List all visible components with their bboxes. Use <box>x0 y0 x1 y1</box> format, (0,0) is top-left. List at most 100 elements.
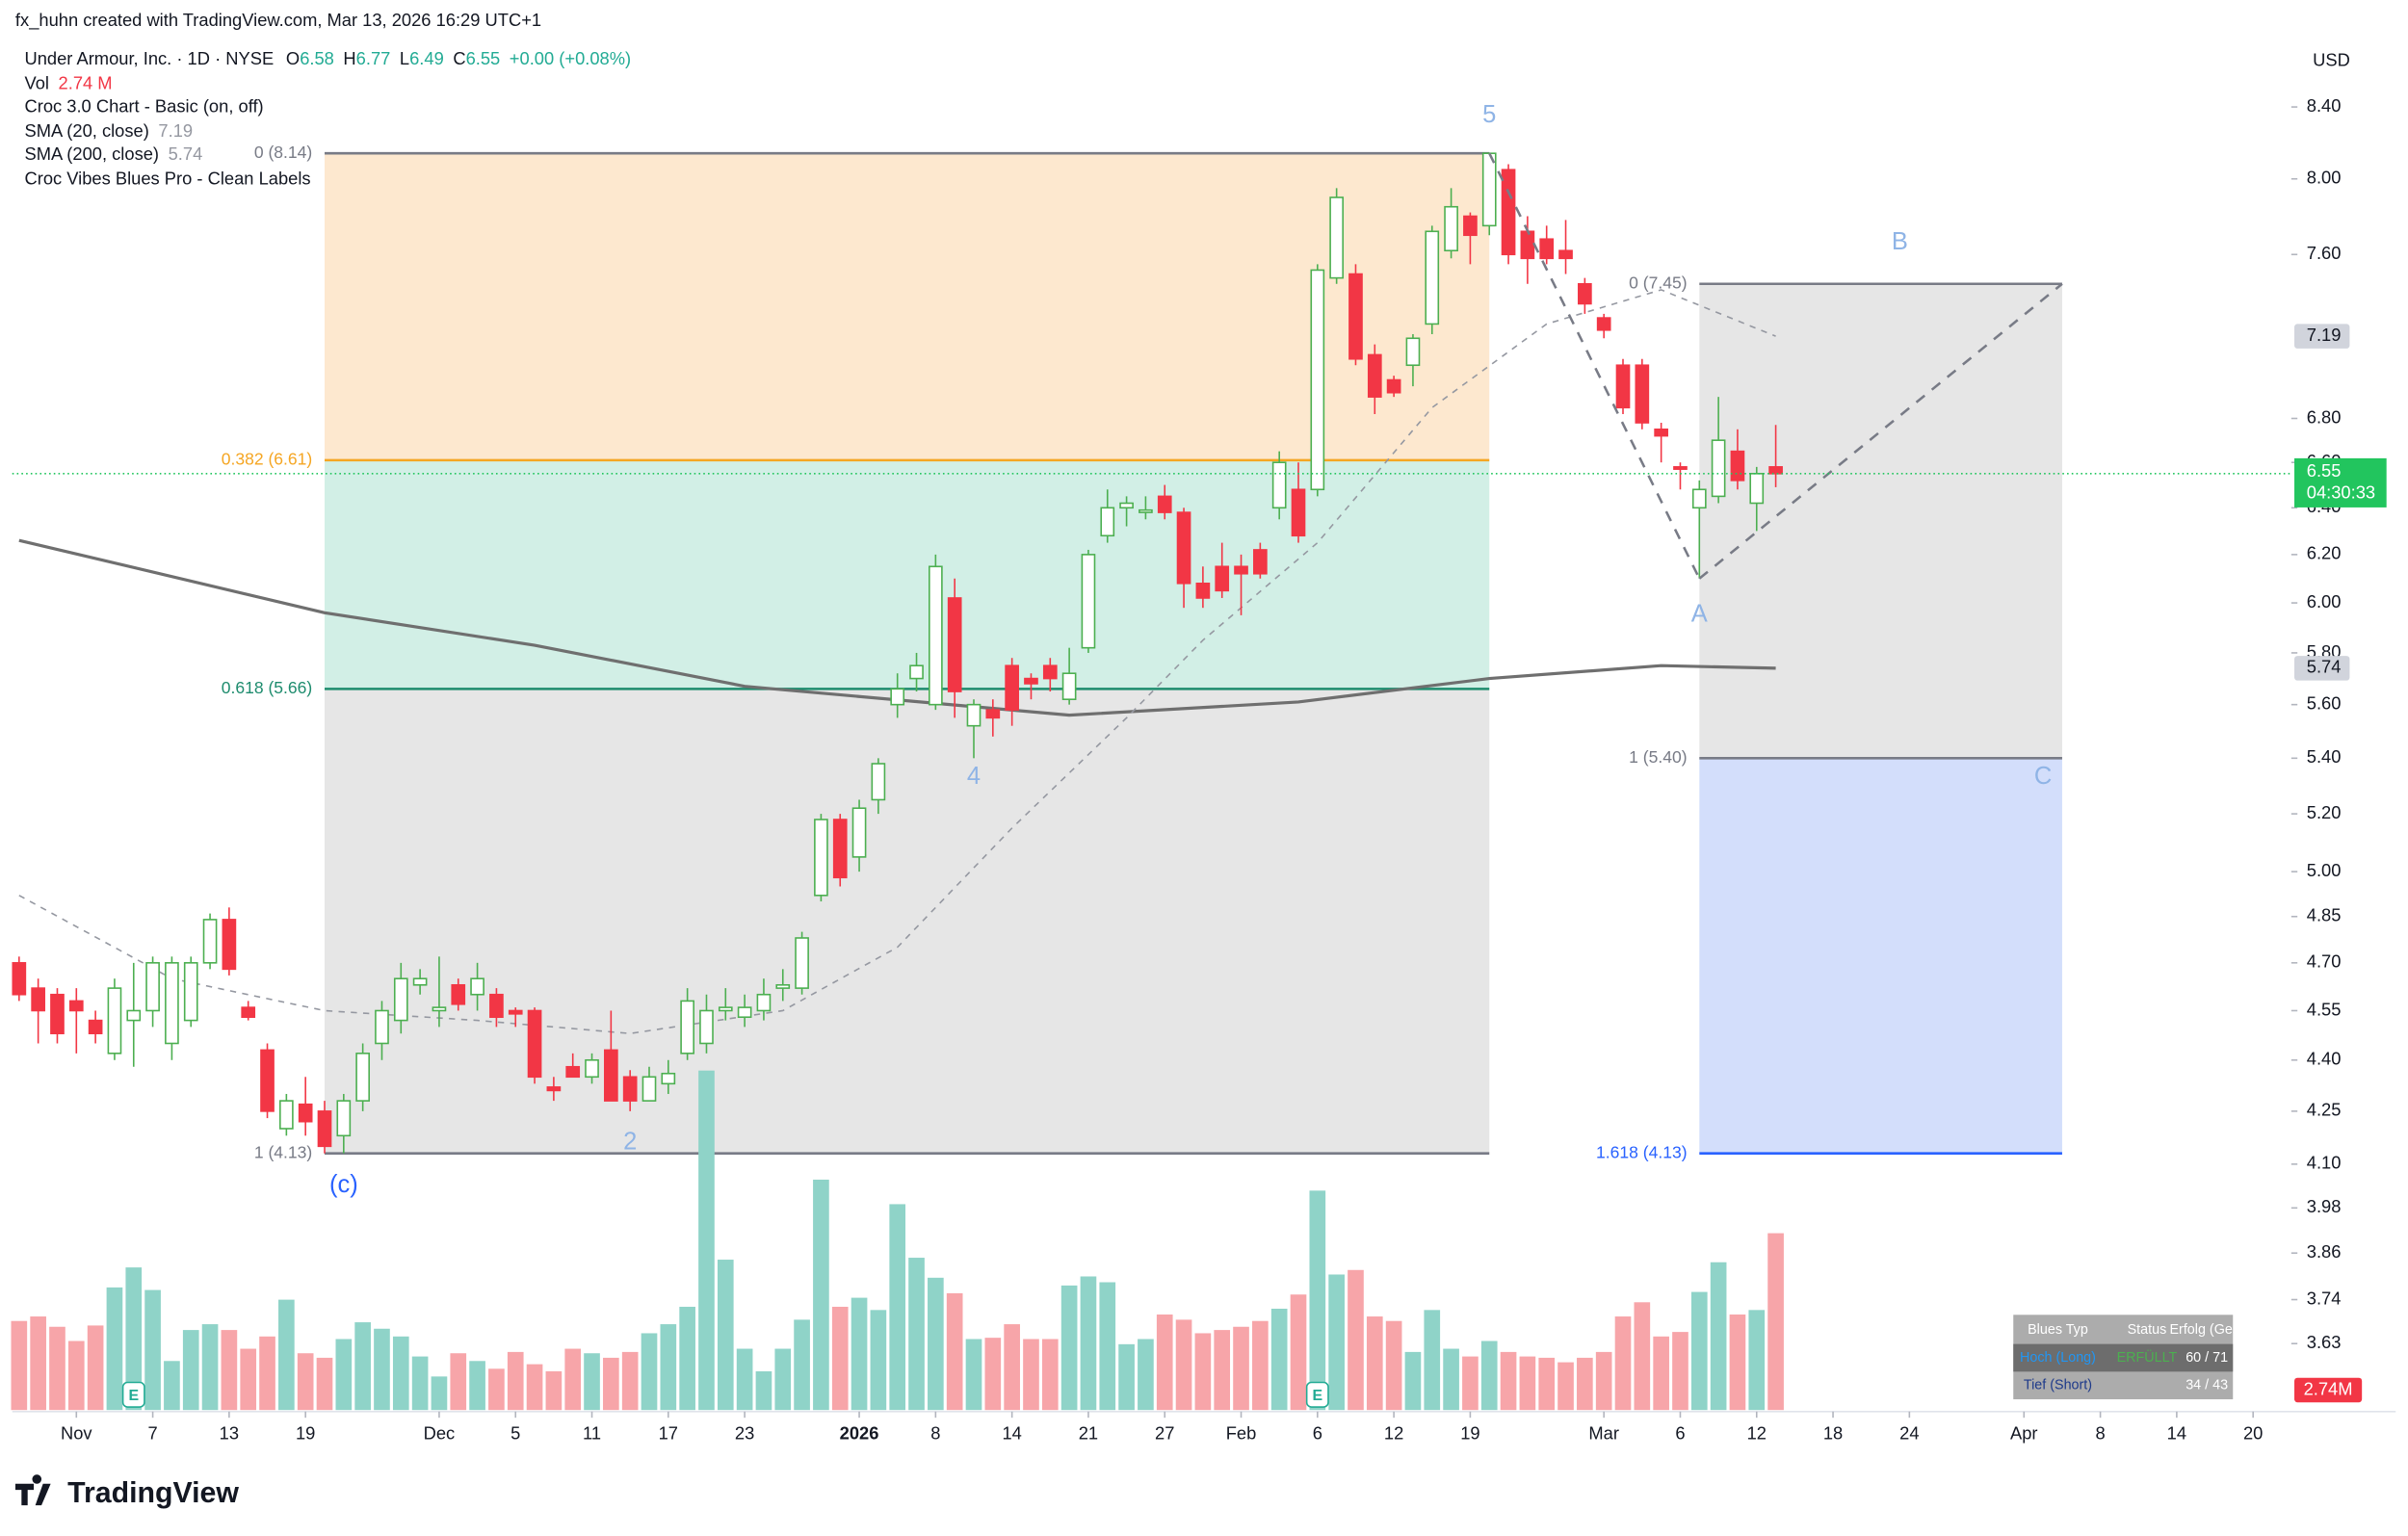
volume-bar <box>831 1306 849 1411</box>
volume-bar <box>1194 1333 1212 1411</box>
sma20-name: SMA (20, close) <box>25 120 149 141</box>
candle-body <box>1253 549 1268 575</box>
candle-body <box>375 1009 389 1045</box>
candle-body <box>1348 273 1363 360</box>
y-tick-label: 5.60 <box>2307 693 2342 714</box>
volume-bar <box>984 1338 1002 1411</box>
fib-zone <box>325 459 1490 690</box>
volume-bar <box>946 1292 963 1411</box>
sma200-label: 5.74 <box>2307 657 2342 677</box>
fib-label: 1 (4.13) <box>254 1142 312 1161</box>
y-tick-label: 8.00 <box>2307 168 2342 188</box>
x-tick-label: 14 <box>2167 1423 2186 1444</box>
volume-bar <box>1385 1320 1402 1411</box>
candle-body <box>298 1103 313 1123</box>
x-tick-label: 21 <box>1079 1423 1098 1444</box>
volume-bar <box>908 1258 925 1411</box>
sma200-line <box>18 538 1776 717</box>
symbol: Under Armour, Inc. · 1D · NYSE <box>25 48 275 68</box>
candle-body <box>336 1100 352 1137</box>
wave-label: C <box>2034 763 2052 790</box>
y-tick-label: 4.25 <box>2307 1100 2342 1120</box>
volume-bar <box>1519 1356 1536 1411</box>
y-tick-label: 4.55 <box>2307 999 2342 1019</box>
candle-body <box>1425 230 1440 325</box>
y-tick-label: 6.00 <box>2307 591 2342 612</box>
volume-bar <box>1672 1332 1688 1411</box>
fib-zone <box>1699 758 2062 1154</box>
y-tick-label: 6.20 <box>2307 543 2342 563</box>
volume-bar <box>851 1297 868 1411</box>
volume-bar <box>1118 1343 1135 1411</box>
volume-bar <box>1767 1233 1784 1411</box>
ohlc-key: H <box>343 48 355 68</box>
currency: USD <box>2313 50 2350 70</box>
candle-body <box>1520 230 1535 260</box>
candle-body <box>680 1000 694 1054</box>
volume-bar <box>1577 1357 1593 1411</box>
candle-body <box>412 977 428 986</box>
candle-body <box>756 993 772 1012</box>
candle-body <box>107 987 122 1054</box>
candle-body <box>68 1000 84 1012</box>
candle-body <box>222 919 237 971</box>
candle-body <box>202 919 218 964</box>
fib-label: 0 (7.45) <box>1629 273 1687 292</box>
volume-bar <box>736 1348 753 1411</box>
candle-body <box>12 962 27 996</box>
volume-bar <box>1500 1351 1517 1411</box>
candle-body <box>966 703 982 727</box>
candle-body <box>489 993 504 1019</box>
candle-body <box>1005 664 1019 711</box>
candle-body <box>1176 511 1191 585</box>
x-tick-label: 12 <box>1384 1423 1403 1444</box>
vol-value: 2.74 M <box>59 73 113 93</box>
volume-bar <box>1041 1339 1059 1411</box>
x-tick-label: Mar <box>1588 1423 1619 1444</box>
fib-label: 0.382 (6.61) <box>222 450 313 469</box>
sma20-label: 7.19 <box>2307 325 2342 345</box>
volume-bar <box>144 1289 161 1411</box>
volume-bar <box>411 1356 429 1411</box>
fib-zone <box>325 689 1490 1154</box>
candle-body <box>1367 353 1382 398</box>
volume-bar <box>1710 1262 1727 1411</box>
legend-row: Croc 3.0 Chart - Basic (on, off) <box>25 95 264 116</box>
candle-body <box>1768 466 1783 475</box>
table-cell: Tief (Short) <box>2024 1377 2092 1393</box>
logo: TradingView <box>14 1474 239 1509</box>
candle-body <box>890 688 905 706</box>
change: +0.00 (+0.08%) <box>510 48 631 68</box>
candle-body <box>737 1006 752 1019</box>
price-box <box>2294 457 2387 508</box>
volume-bar <box>621 1351 639 1411</box>
volume-bar <box>1480 1341 1498 1411</box>
candle-body <box>1024 677 1038 685</box>
event-label: E <box>1313 1388 1323 1404</box>
candle-body <box>661 1072 676 1085</box>
candle-body <box>1215 565 1230 592</box>
candle-body <box>1730 450 1745 482</box>
volume-bar <box>1138 1339 1154 1411</box>
x-tick-label: 13 <box>220 1423 239 1444</box>
candle-body <box>871 763 886 801</box>
volume-bar <box>1443 1348 1459 1411</box>
volume-bar <box>1404 1351 1422 1411</box>
candle-body <box>622 1076 638 1102</box>
candle-body <box>604 1049 618 1102</box>
fib-label: 0.618 (5.66) <box>222 678 313 697</box>
candle-body <box>432 1006 447 1012</box>
volume-bar <box>431 1376 448 1411</box>
candle-body <box>50 993 65 1034</box>
candle-body <box>165 962 179 1045</box>
stats-table: Blues Typ Status Erfolg (Ges) Hoch (Long… <box>2013 1315 2244 1400</box>
candle-body <box>641 1076 657 1102</box>
candle-body <box>1386 378 1401 394</box>
candle-body <box>775 983 791 989</box>
sma20-box <box>2294 324 2350 349</box>
volume-bar <box>1328 1274 1345 1411</box>
ohlc-value: 6.77 <box>356 48 391 68</box>
x-tick-label: 20 <box>2243 1423 2263 1444</box>
candle-body <box>279 1100 294 1130</box>
x-tick-label: 7 <box>147 1423 157 1444</box>
